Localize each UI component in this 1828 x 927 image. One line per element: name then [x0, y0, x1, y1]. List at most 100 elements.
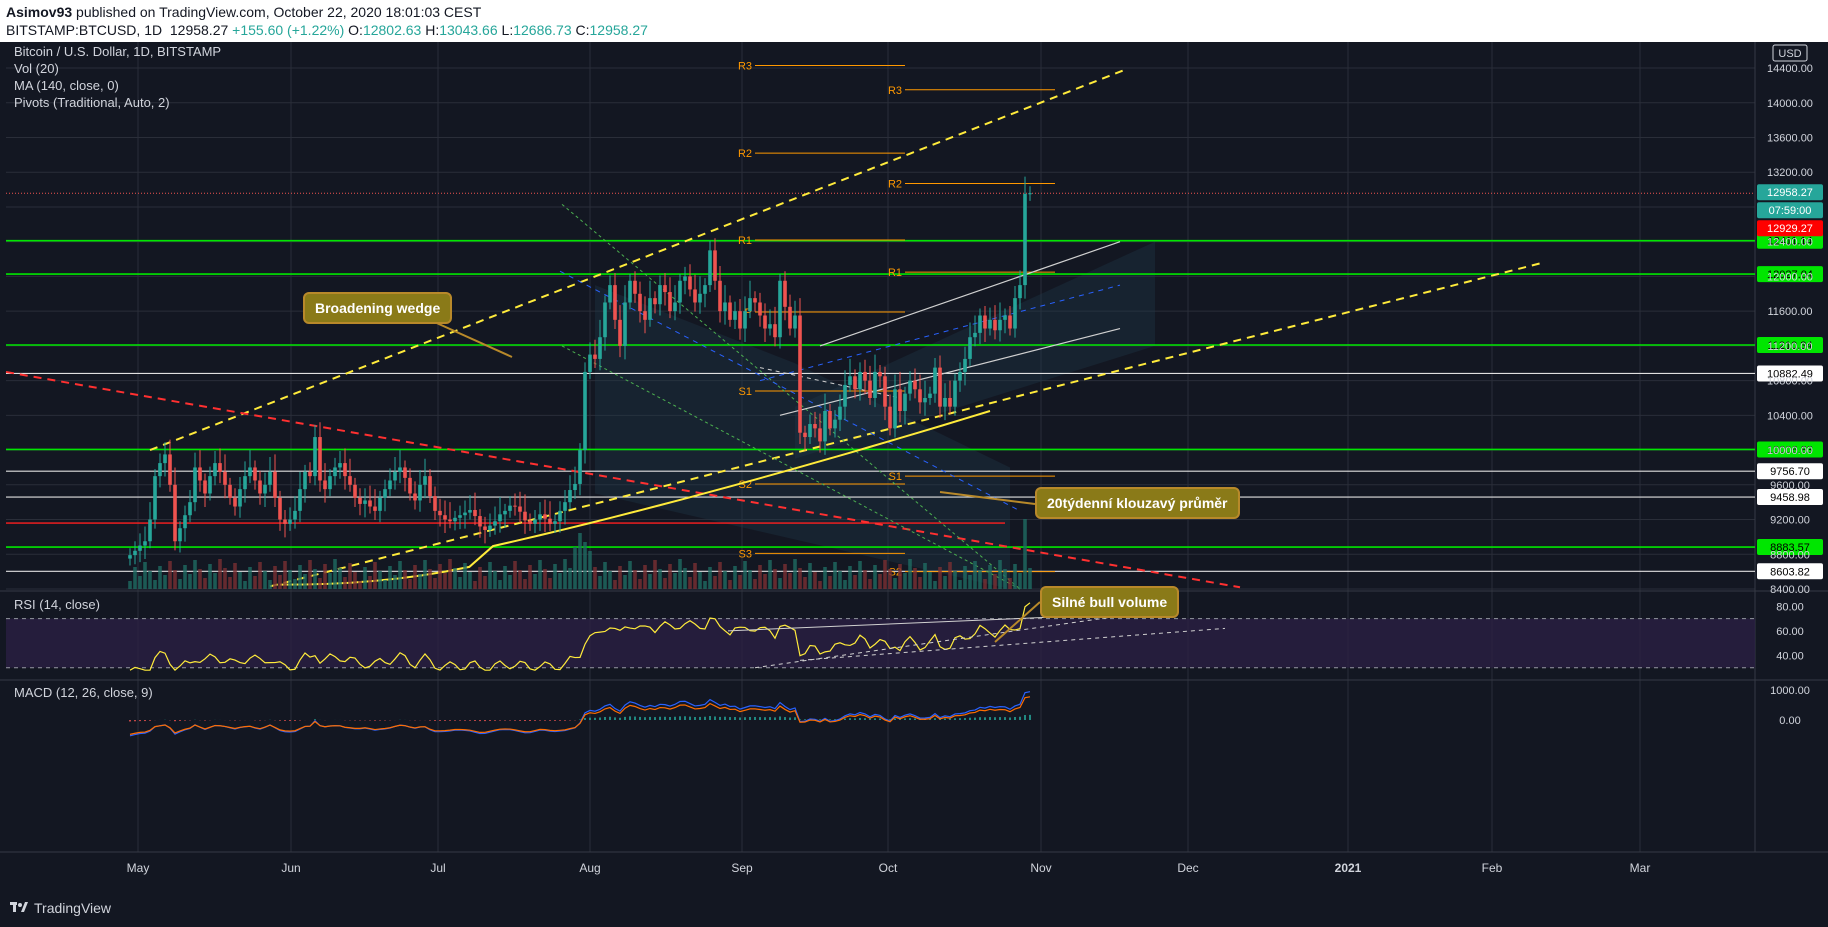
annotation-broadening-wedge[interactable]: Broadening wedge: [303, 292, 453, 324]
annotation-bull-volume[interactable]: Silné bull volume: [1040, 586, 1180, 618]
volume-bar: [488, 562, 492, 589]
candle-body: [508, 505, 512, 511]
price-chart-svg[interactable]: 12411.14 12027.04 11210.34 10882.49 10006.83…: [0, 42, 1828, 927]
pivot-label: R3: [888, 85, 902, 97]
macd-histogram-bar: [559, 720, 561, 721]
volume-bar: [833, 562, 837, 589]
macd-histogram-bar: [759, 717, 761, 720]
candle-body: [773, 324, 777, 338]
candle-body: [738, 311, 742, 329]
candle-body: [368, 500, 372, 507]
volume-bar: [493, 571, 497, 589]
candle-body: [753, 298, 757, 303]
rsi-trendline-dash: [754, 616, 1111, 669]
volume-bar: [903, 573, 907, 589]
price-axis-tick: 9600.00: [1770, 480, 1810, 492]
level-label-bg: [1757, 539, 1823, 556]
tradingview-logo[interactable]: TradingView: [10, 900, 111, 916]
rsi-band: [6, 618, 1755, 668]
volume-bar: [503, 566, 507, 589]
candle-body: [673, 302, 677, 312]
candle-body: [868, 380, 872, 398]
volume-bar: [288, 570, 292, 589]
macd-histogram-bar: [974, 717, 976, 720]
candle-body: [788, 306, 792, 329]
volume-bar: [323, 564, 327, 589]
volume-bar: [383, 580, 387, 589]
macd-histogram-bar: [914, 718, 916, 720]
macd-signal-line: [129, 696, 1031, 735]
time-axis-tick: Aug: [579, 861, 600, 875]
candle-body: [323, 480, 327, 490]
volume-bar: [808, 563, 812, 589]
chart-area[interactable]: 12411.14 12027.04 11210.34 10882.49 10006.83…: [0, 42, 1828, 927]
candle-body: [963, 358, 967, 372]
price-axis-tick: 8800.00: [1770, 549, 1810, 561]
candle-body: [288, 519, 292, 524]
time-axis-tick: Feb: [1482, 861, 1503, 875]
macd-histogram-bar: [379, 720, 381, 721]
volume-bar: [143, 562, 147, 589]
annotation-20w-ma[interactable]: 20týdenní klouzavý průměr: [1035, 487, 1240, 519]
volume-bar: [988, 565, 992, 589]
volume-bar: [603, 562, 607, 589]
volume-bar: [688, 577, 692, 589]
candle-body: [913, 380, 917, 390]
candle-body: [1008, 315, 1012, 329]
level-label-bg: [1757, 463, 1823, 480]
level-label-bg: [1757, 563, 1823, 580]
macd-histogram-bar: [619, 717, 621, 720]
rsi-axis-tick: 60.00: [1776, 626, 1804, 638]
volume-bar: [303, 574, 307, 589]
candle-body: [518, 506, 522, 512]
candle-body: [263, 484, 267, 494]
macd-histogram-bar: [709, 716, 711, 720]
macd-histogram-bar: [1019, 716, 1021, 720]
candle-body: [953, 380, 957, 407]
candle-body: [358, 497, 362, 504]
macd-histogram-bar: [904, 718, 906, 720]
candle-body: [938, 367, 942, 407]
macd-histogram-bar: [829, 719, 831, 720]
candle-body: [823, 411, 827, 442]
macd-histogram-bar: [744, 717, 746, 720]
price-axis-tick: 14000.00: [1767, 98, 1813, 110]
volume-bar: [938, 567, 942, 589]
candle-body: [328, 476, 332, 490]
price-axis-tick: 12400.00: [1767, 237, 1813, 249]
volume-bar: [158, 566, 162, 589]
close-value: 12958.27: [589, 22, 648, 38]
macd-histogram-bar: [314, 719, 316, 720]
candle-body: [183, 515, 187, 529]
volume-bar: [458, 577, 462, 589]
pivot-label: S1: [739, 386, 752, 398]
volume-bar: [783, 564, 787, 589]
legend-vol: Vol (20): [14, 61, 59, 76]
author-name[interactable]: Asimov93: [6, 4, 73, 20]
candle-body: [478, 516, 482, 527]
macd-histogram-bar: [529, 720, 531, 722]
volume-bar: [983, 579, 987, 589]
volume-bar: [798, 568, 802, 589]
channel-blue-dash: [559, 270, 1021, 512]
macd-histogram-bar: [719, 716, 721, 720]
rsi-trendline: [727, 615, 1076, 632]
volume-bar: [673, 573, 677, 589]
macd-histogram-bar: [834, 719, 836, 720]
volume-bar: [883, 560, 887, 589]
macd-histogram-bar: [889, 719, 891, 720]
candle-body: [548, 518, 552, 524]
candle-body: [648, 298, 652, 320]
volume-bar: [318, 578, 322, 589]
volume-bar: [638, 579, 642, 589]
macd-histogram-bar: [139, 720, 141, 722]
candle-body: [833, 419, 837, 429]
volume-bar: [448, 559, 452, 589]
macd-histogram-bar: [754, 716, 756, 720]
candle-body: [523, 511, 527, 521]
legend-rsi: RSI (14, close): [14, 597, 100, 612]
callout-pointer-wedge: [429, 319, 513, 358]
macd-histogram-bar: [294, 720, 296, 721]
candle-body: [393, 471, 397, 481]
macd-histogram-bar: [954, 718, 956, 720]
